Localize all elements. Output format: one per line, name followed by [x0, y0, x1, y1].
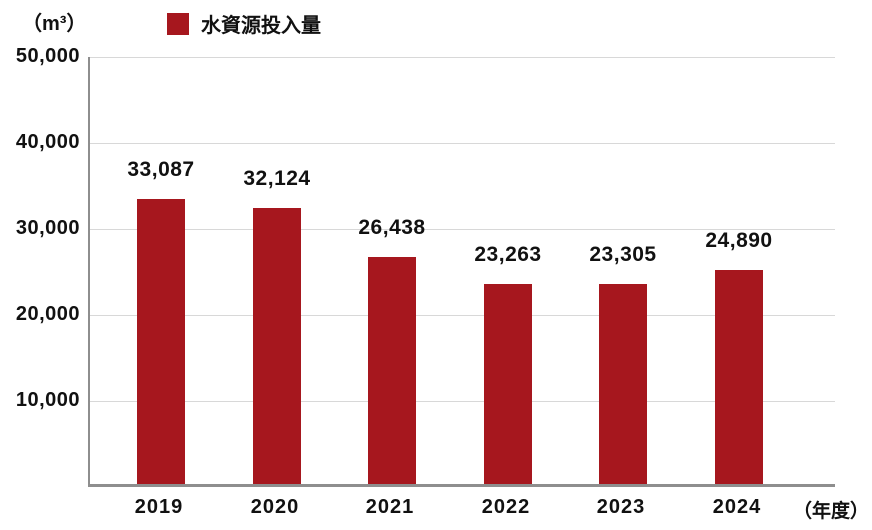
xtick-label-2020: 2020: [250, 496, 300, 518]
gridline-50000: [90, 57, 835, 58]
value-label-2022: 23,263: [474, 243, 542, 266]
value-label-2020: 32,124: [243, 167, 311, 190]
bar-2021: [368, 257, 416, 484]
xtick-label-2024: 2024: [712, 496, 762, 518]
ytick-label-40000: 40,000: [15, 131, 80, 153]
x-axis-unit-label: （年度）: [793, 501, 870, 522]
value-label-2021: 26,438: [358, 216, 426, 239]
ytick-label-10000: 10,000: [15, 389, 80, 411]
value-label-2019: 33,087: [127, 158, 195, 181]
value-label-2023: 23,305: [589, 243, 657, 266]
legend-series-label: 水資源投入量: [201, 15, 321, 37]
xtick-label-2023: 2023: [596, 496, 646, 518]
legend-swatch-icon: [167, 12, 189, 35]
y-axis-unit-label: （m³）: [22, 13, 87, 35]
xtick-label-2021: 2021: [365, 496, 415, 518]
bar-2022: [484, 284, 532, 484]
bar-2019: [137, 199, 185, 484]
ytick-label-20000: 20,000: [15, 303, 80, 325]
gridline-40000: [90, 143, 835, 144]
xtick-label-2022: 2022: [481, 496, 531, 518]
bar-2020: [253, 208, 301, 484]
gridline-20000: [90, 315, 835, 316]
bar-2024: [715, 270, 763, 484]
gridline-30000: [90, 229, 835, 230]
plot-area: 33,087 32,124 26,438 23,263 23,305 24,890: [88, 57, 835, 487]
chart-legend: 水資源投入量: [167, 9, 321, 38]
value-label-2024: 24,890: [705, 229, 773, 252]
ytick-label-50000: 50,000: [15, 45, 80, 67]
ytick-label-30000: 30,000: [15, 217, 80, 239]
xtick-label-2019: 2019: [134, 496, 184, 518]
gridline-10000: [90, 401, 835, 402]
bar-2023: [599, 284, 647, 484]
